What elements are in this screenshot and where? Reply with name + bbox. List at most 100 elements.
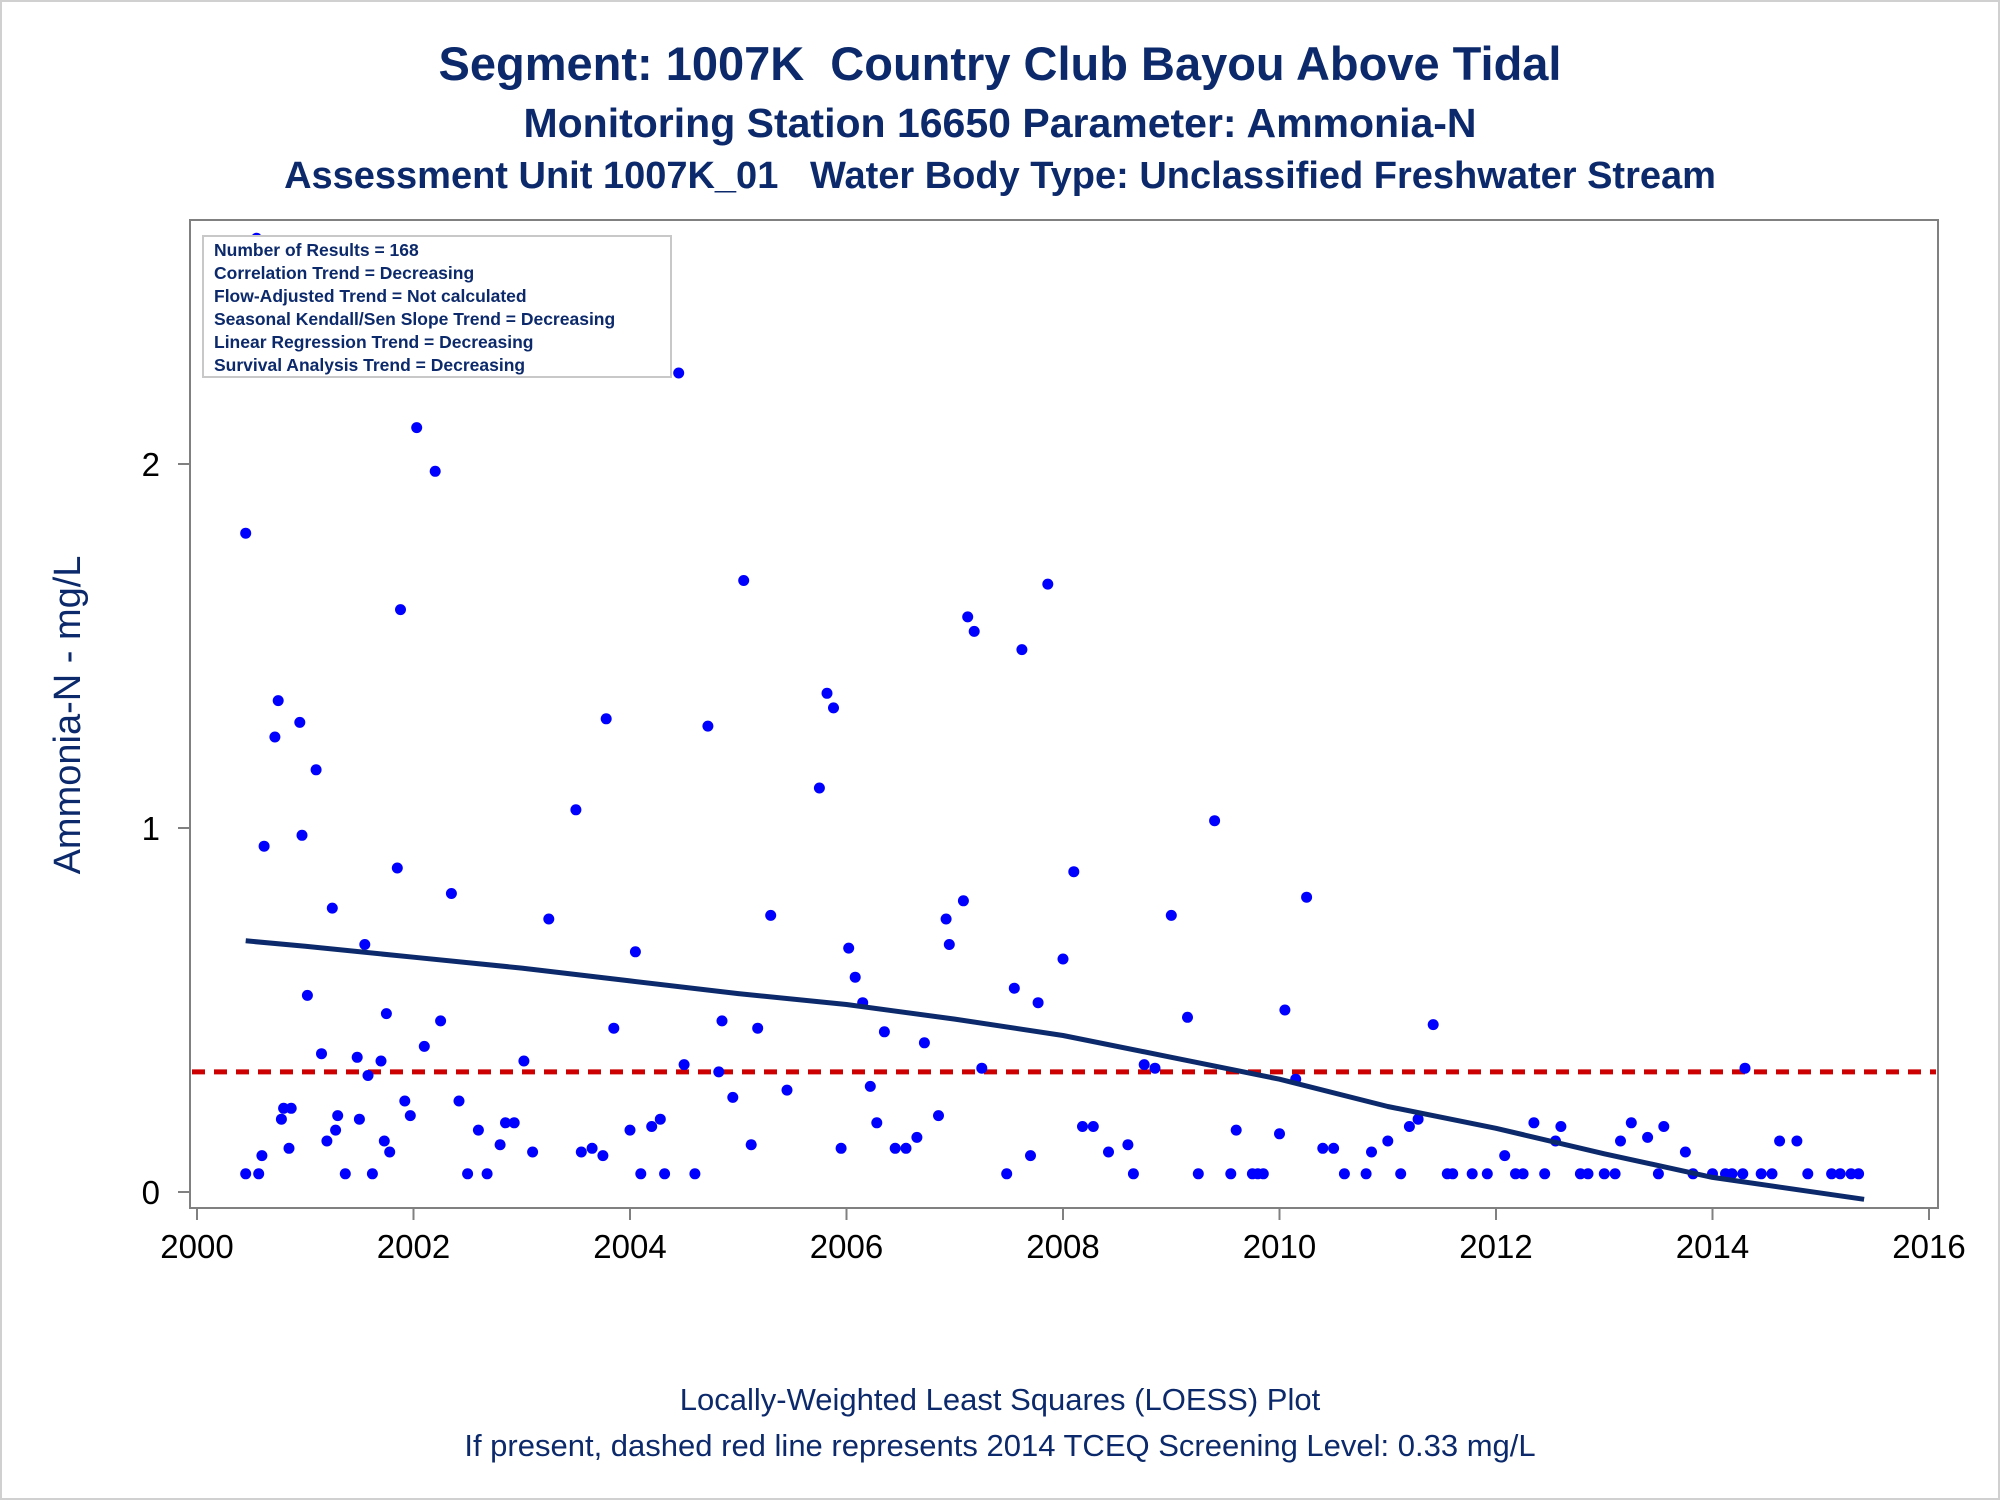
data-point (1395, 1168, 1407, 1180)
data-point (962, 611, 974, 623)
data-point (1791, 1135, 1803, 1147)
data-point (269, 731, 281, 743)
data-point (1382, 1135, 1394, 1147)
y-tick-label: 2 (142, 446, 160, 483)
data-point (1539, 1168, 1551, 1180)
chart-subtitle-station: Monitoring Station 16650 Parameter: Ammo… (523, 100, 1477, 146)
data-point (1625, 1117, 1637, 1129)
data-point (404, 1110, 416, 1122)
data-point (940, 913, 952, 925)
data-point (351, 1051, 363, 1063)
x-tick-label: 2016 (1892, 1228, 1965, 1265)
data-point (1077, 1121, 1088, 1132)
data-point (1279, 1004, 1291, 1016)
stats-line: Linear Regression Trend = Decreasing (214, 332, 534, 352)
data-point (435, 1015, 447, 1027)
data-point (1652, 1168, 1664, 1180)
data-point (508, 1117, 520, 1129)
data-point (294, 716, 306, 728)
data-point (429, 465, 441, 477)
data-point (296, 829, 308, 841)
data-point (1853, 1168, 1865, 1180)
data-point (608, 1022, 620, 1034)
data-point (1466, 1168, 1478, 1180)
data-point (1301, 891, 1313, 903)
stats-box-border (202, 235, 672, 378)
data-point (864, 1080, 876, 1092)
data-point (943, 939, 955, 950)
data-point (1802, 1168, 1814, 1180)
data-point (889, 1142, 901, 1154)
data-point (745, 1139, 757, 1151)
data-point (1499, 1150, 1511, 1162)
data-point (835, 1142, 847, 1154)
x-tick-label: 2008 (1026, 1228, 1099, 1265)
y-tick-label: 0 (142, 1174, 160, 1211)
data-point (738, 575, 750, 586)
x-tick-label: 2004 (593, 1228, 666, 1265)
data-point (828, 702, 839, 714)
data-point (395, 604, 406, 616)
data-point (353, 1113, 365, 1125)
data-point (543, 913, 555, 925)
stats-line: Number of Results = 168 (214, 240, 419, 260)
data-point (586, 1142, 598, 1154)
data-point (752, 1022, 764, 1034)
data-point (570, 804, 582, 816)
data-point (1555, 1121, 1567, 1132)
data-point (1574, 1168, 1586, 1180)
data-point (957, 895, 969, 907)
data-point (1025, 1150, 1036, 1162)
data-point (1755, 1168, 1767, 1180)
data-point (781, 1084, 793, 1096)
data-point (275, 1113, 287, 1125)
axes: 2000 2002 2004 2006 2008 2010 2012 2014 2016 0 1 2 (142, 446, 1966, 1265)
x-tick-label: 2002 (377, 1228, 450, 1265)
data-point (310, 764, 322, 776)
stats-line: Seasonal Kendall/Sen Slope Trend = Decre… (214, 309, 615, 329)
loess-curve-group (245, 938, 1865, 1202)
data-point (362, 1070, 374, 1081)
data-point (911, 1131, 923, 1143)
data-point (659, 1168, 671, 1180)
data-point (278, 1102, 290, 1114)
data-point (380, 1008, 392, 1020)
data-point (1517, 1168, 1529, 1180)
data-point (1192, 1168, 1204, 1180)
x-tick-label: 2014 (1676, 1228, 1749, 1265)
data-point (1737, 1168, 1749, 1180)
data-point (1182, 1011, 1193, 1023)
data-point (1366, 1146, 1377, 1158)
data-point (339, 1168, 351, 1180)
data-point (1230, 1124, 1242, 1136)
data-point (1209, 815, 1221, 827)
data-point (716, 1015, 728, 1027)
data-point (765, 909, 777, 921)
data-point (678, 1059, 690, 1071)
data-point (462, 1168, 474, 1180)
data-point (326, 902, 338, 914)
data-point (472, 1124, 484, 1136)
data-point (878, 1026, 890, 1038)
data-point (1138, 1059, 1150, 1071)
data-point (1510, 1168, 1521, 1180)
data-point (918, 1037, 930, 1049)
data-point (418, 1040, 430, 1052)
data-point (1412, 1113, 1424, 1125)
data-point (1103, 1146, 1114, 1158)
x-tick-label: 2012 (1459, 1228, 1532, 1265)
stats-line: Flow-Adjusted Trend = Not calculated (214, 286, 527, 306)
x-tick-label: 2010 (1243, 1228, 1316, 1265)
data-point (646, 1121, 658, 1132)
data-point (1427, 1019, 1439, 1031)
data-point (366, 1168, 378, 1180)
stats-line: Correlation Trend = Decreasing (214, 263, 474, 283)
data-point (445, 888, 457, 899)
data-point (673, 367, 685, 379)
data-point (256, 1150, 268, 1162)
data-point (330, 1124, 342, 1136)
data-point (253, 1168, 265, 1180)
stats-line: Survival Analysis Trend = Decreasing (214, 355, 525, 375)
data-point (821, 687, 833, 699)
data-point (321, 1135, 333, 1147)
